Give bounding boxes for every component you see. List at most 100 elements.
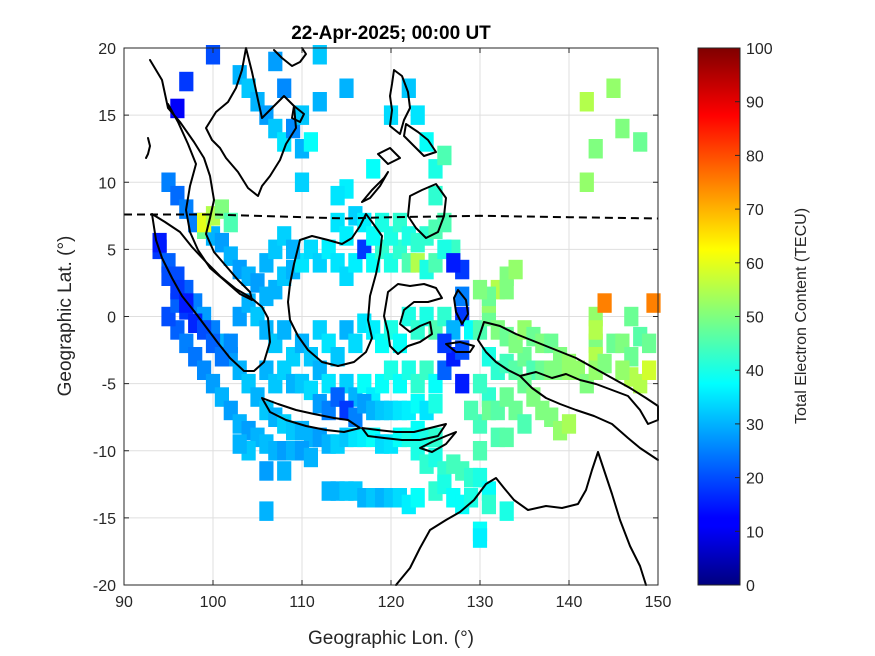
coastline-papua-south	[519, 375, 659, 461]
tec-cell	[259, 501, 274, 521]
tec-cell	[472, 441, 488, 461]
coastline-gulf	[273, 47, 307, 67]
chart-title: 22-Apr-2025; 00:00 UT	[291, 23, 491, 44]
tec-cell	[633, 132, 648, 152]
tec-cell	[428, 185, 443, 206]
coastline-new-guinea	[477, 321, 659, 425]
coastline-sumatra	[151, 213, 271, 372]
tec-cell	[312, 92, 327, 112]
colorbar-tick-label: 40	[746, 363, 764, 380]
coastline-timor	[419, 431, 457, 453]
y-tick-label: 20	[98, 41, 116, 58]
y-tick-label: -5	[102, 377, 116, 394]
x-axis-label: Geographic Lon. (°)	[308, 628, 474, 649]
tec-cell	[472, 528, 488, 548]
y-axis-label: Geographic Lat. (°)	[55, 236, 76, 397]
tec-cell	[428, 394, 443, 414]
tec-cell	[517, 414, 532, 434]
tec-cell	[232, 434, 247, 454]
coastline-seram	[445, 341, 475, 353]
tec-cell	[179, 71, 194, 92]
tec-cell	[455, 373, 470, 394]
coastline-andaman	[145, 137, 151, 159]
tec-cell	[330, 185, 345, 206]
tec-cell	[437, 145, 452, 166]
tec-cell	[303, 132, 318, 152]
tec-cell	[579, 172, 594, 192]
coastline-indochina	[205, 47, 297, 197]
coastline-palawan	[361, 171, 389, 203]
colorbar-tick-label: 80	[746, 148, 764, 165]
colorbar-tick-label: 100	[746, 41, 773, 58]
coastline-malay-peninsula	[149, 59, 253, 301]
coastlines	[145, 47, 659, 586]
magnetic-dip-equator	[124, 213, 659, 220]
tec-cell	[348, 333, 363, 354]
tec-cell	[303, 447, 318, 468]
tec-cell	[588, 320, 603, 340]
tec-cell	[499, 501, 514, 521]
tec-cell	[312, 45, 327, 65]
tec-cell	[472, 373, 488, 394]
coastline-java	[261, 397, 361, 433]
tec-cell	[499, 427, 514, 448]
tec-cell	[597, 353, 612, 374]
tec-cell	[615, 360, 630, 380]
tec-cell	[561, 414, 577, 434]
colorbar-tick-label: 0	[746, 578, 755, 595]
tec-cell	[339, 226, 354, 246]
coastline-sulawesi	[383, 283, 443, 355]
tec-cell	[437, 333, 452, 354]
tec-cell	[339, 78, 354, 98]
tec-cell	[330, 347, 345, 367]
coastline-borneo	[287, 213, 383, 367]
tec-cell	[472, 279, 488, 300]
tec-cell	[294, 172, 310, 192]
coastline-australia	[395, 451, 647, 586]
colorbar-tick-label: 90	[746, 95, 764, 112]
tec-cell	[642, 333, 657, 354]
y-tick-label: 0	[107, 310, 116, 327]
colorbar-label: Total Electron Content (TECU)	[793, 208, 810, 424]
coastline-hainan	[291, 105, 305, 123]
tec-cell	[615, 118, 630, 139]
coastline-mindoro	[377, 147, 401, 165]
tec-cell	[259, 461, 274, 481]
tec-cell	[223, 212, 238, 233]
colorbar-tick-label: 30	[746, 417, 764, 434]
y-tick-label: -15	[93, 511, 116, 528]
coastline-mindanao	[407, 183, 447, 239]
tec-cell	[481, 494, 496, 515]
tec-cell	[410, 488, 425, 508]
tec-cell	[268, 51, 283, 72]
y-tick-label: -20	[93, 578, 116, 595]
colorbar-tick-label: 10	[746, 524, 764, 541]
tec-cell	[499, 279, 514, 300]
colorbar-tick-label: 60	[746, 256, 764, 273]
coastline-halmahera	[453, 289, 469, 325]
x-tick-label: 110	[289, 594, 315, 611]
y-tick-label: 10	[98, 175, 116, 192]
colorbar-tick-label: 20	[746, 471, 764, 488]
tec-cell	[446, 253, 461, 273]
tec-cell	[464, 488, 479, 508]
tec-cell	[597, 293, 612, 313]
tec-cell	[277, 461, 292, 481]
x-tick-label: 130	[467, 594, 494, 611]
x-tick-label: 100	[200, 594, 227, 611]
x-tick-label: 90	[115, 594, 133, 611]
coastline-lesser-sunda	[361, 423, 447, 441]
tec-cell	[606, 78, 621, 98]
y-axis-ticks: 20 15 10 5 0 -5 -10 -15 -20	[93, 41, 658, 595]
tec-cell	[455, 340, 470, 360]
tec-cell	[170, 98, 185, 119]
tec-cell	[646, 293, 661, 313]
colorbar-gradient	[697, 47, 741, 586]
x-tick-label: 120	[378, 594, 405, 611]
colorbar-tick-label: 50	[746, 310, 764, 327]
tec-cells	[152, 45, 661, 548]
tec-cell	[392, 333, 407, 354]
